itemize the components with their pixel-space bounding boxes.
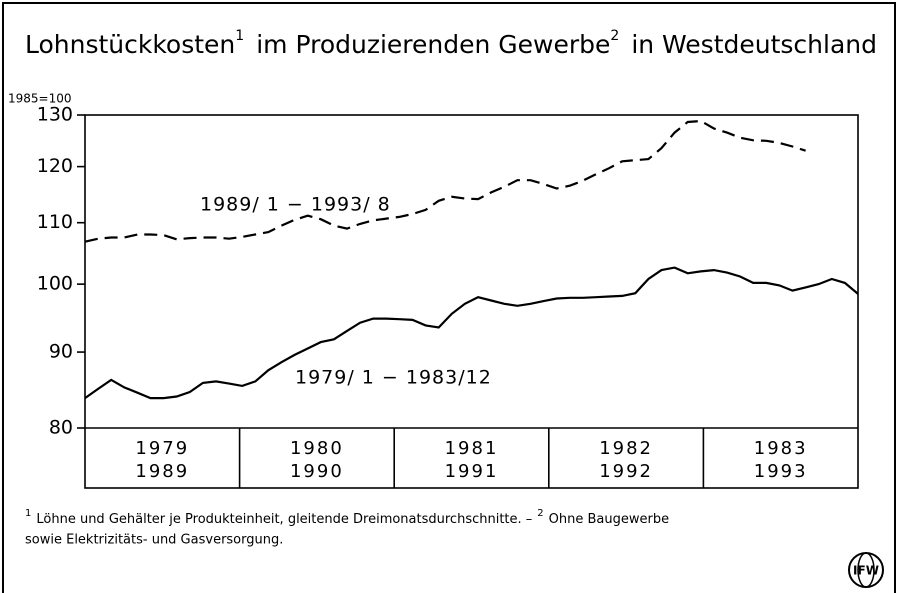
series-line — [84, 119, 806, 243]
title-sup: 1 — [235, 28, 244, 44]
series-line — [84, 266, 859, 400]
footnote-sup: 2 — [537, 508, 543, 519]
y-tick-label: 100 — [37, 273, 73, 295]
x-tick-label: 1982 — [599, 438, 653, 459]
x-tick-label: 1991 — [445, 461, 499, 482]
footnote-sup: 1 — [25, 508, 31, 519]
series-label: 1979/ 1 − 1983/12 — [295, 367, 492, 389]
y-tick-label: 80 — [49, 417, 73, 439]
y-tick-label: 90 — [49, 341, 73, 363]
logo-globe — [857, 552, 875, 588]
x-tick-label: 1989 — [135, 461, 189, 482]
title-part: im Produzierenden Gewerbe — [256, 30, 610, 59]
x-tick-label: 1980 — [290, 438, 344, 459]
footnote: 1 Löhne und Gehälter je Produkteinheit, g… — [25, 508, 669, 527]
title-sup: 2 — [610, 28, 619, 44]
y-tick-label: 120 — [37, 155, 73, 177]
plot-frame — [84, 114, 859, 489]
logo: IFW — [848, 552, 884, 588]
x-tick-label: 1993 — [754, 461, 808, 482]
x-tick-label: 1992 — [599, 461, 653, 482]
logo-text: IFW — [853, 564, 879, 578]
y-unit-label: 1985=100 — [8, 92, 72, 106]
footnote-text: Ohne Baugewerbe — [549, 512, 669, 527]
title-part: Lohnstückkosten — [25, 30, 235, 59]
footnote: sowie Elektrizitäts- und Gasversorgung. — [25, 533, 283, 548]
series-label: 1989/ 1 − 1993/ 8 — [200, 194, 391, 216]
y-tick-label: 130 — [37, 104, 73, 126]
x-tick-label: 1979 — [135, 438, 189, 459]
x-tick-label: 1983 — [754, 438, 808, 459]
x-tick-label: 1990 — [290, 461, 344, 482]
y-tick-label: 110 — [37, 211, 73, 233]
footnote-text: Löhne und Gehälter je Produkteinheit, gl… — [36, 512, 532, 527]
x-tick-label: 1981 — [445, 438, 499, 459]
title-part: in Westdeutschland — [631, 30, 877, 59]
chart-title: Lohnstückkosten1 im Produzierenden Gewerb… — [25, 28, 877, 59]
